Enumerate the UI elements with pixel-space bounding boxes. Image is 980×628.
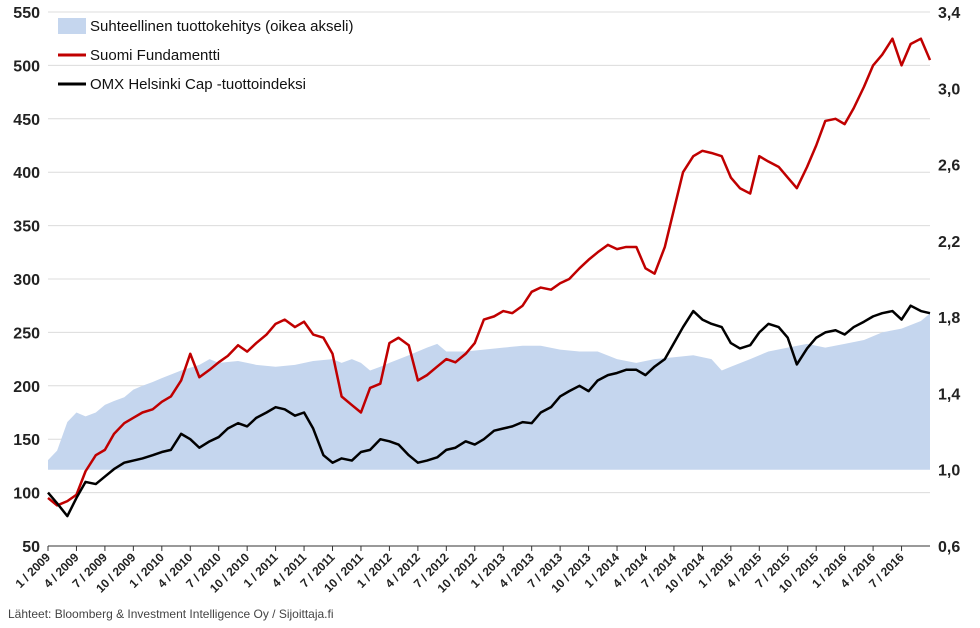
y-left-tick-label: 100: [13, 486, 40, 503]
line-series-layer: [47, 37, 932, 518]
area-series: [48, 313, 930, 470]
y-left-tick-label: 200: [13, 379, 40, 396]
y-left-tick-label: 400: [13, 165, 40, 182]
y-left-tick-label: 150: [13, 432, 40, 449]
legend-label: Suomi Fundamentti: [90, 47, 220, 64]
y-left-tick-label: 350: [13, 219, 40, 236]
source-note: Lähteet: Bloomberg & Investment Intellig…: [8, 607, 334, 621]
y-left-tick-label: 500: [13, 58, 40, 75]
y-right-tick-label: 2,2: [938, 234, 960, 251]
y-right-tick-label: 3,4: [938, 5, 960, 22]
omx-helsinki-line: [47, 304, 931, 518]
y-right-tick-label: 1,8: [938, 310, 960, 327]
y-left-tick-label: 250: [13, 325, 40, 342]
y-right-tick-label: 2,6: [938, 158, 960, 175]
y-left-tick-label: 450: [13, 112, 40, 129]
y-right-tick-label: 1,4: [938, 386, 960, 403]
y-left-tick-label: 50: [22, 539, 40, 556]
y-right-tick-label: 1,0: [938, 463, 960, 480]
legend-label: OMX Helsinki Cap -tuottoindeksi: [90, 76, 306, 93]
area-series-layer: [48, 313, 930, 470]
y-left-tick-label: 550: [13, 5, 40, 22]
axes: 50 100 150 200 250 300 350 400 450 500 550 0,6 1,0 1,…: [13, 5, 961, 596]
y-left-tick-label: 300: [13, 272, 40, 289]
legend-label: Suhteellinen tuottokehitys (oikea akseli…: [90, 18, 353, 35]
y-right-tick-label: 3,0: [938, 81, 960, 98]
suomi-fundamentti-line: [47, 37, 932, 507]
legend: Suhteellinen tuottokehitys (oikea akseli…: [58, 18, 353, 93]
y-right-tick-label: 0,6: [938, 539, 960, 556]
legend-swatch: [58, 18, 86, 34]
